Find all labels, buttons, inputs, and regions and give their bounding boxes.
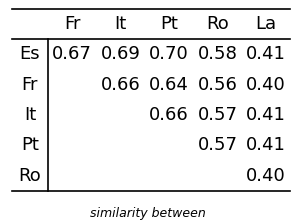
Text: 0.57: 0.57 xyxy=(197,106,237,124)
Text: 0.64: 0.64 xyxy=(149,76,189,94)
Text: Fr: Fr xyxy=(22,76,38,94)
Text: 0.40: 0.40 xyxy=(246,76,286,94)
Text: Ro: Ro xyxy=(206,15,229,33)
Text: 0.69: 0.69 xyxy=(101,45,141,63)
Text: similarity between: similarity between xyxy=(90,207,206,220)
Text: 0.66: 0.66 xyxy=(101,76,141,94)
Text: 0.66: 0.66 xyxy=(149,106,189,124)
Text: 0.41: 0.41 xyxy=(246,136,286,155)
Text: 0.41: 0.41 xyxy=(246,106,286,124)
Text: It: It xyxy=(24,106,36,124)
Text: Pt: Pt xyxy=(160,15,178,33)
Text: Pt: Pt xyxy=(21,136,39,155)
Text: Es: Es xyxy=(20,45,40,63)
Text: Ro: Ro xyxy=(19,167,41,185)
Text: 0.40: 0.40 xyxy=(246,167,286,185)
Text: It: It xyxy=(115,15,127,33)
Text: 0.70: 0.70 xyxy=(149,45,189,63)
Text: Fr: Fr xyxy=(64,15,81,33)
Text: 0.56: 0.56 xyxy=(197,76,237,94)
Text: 0.58: 0.58 xyxy=(197,45,237,63)
Text: 0.41: 0.41 xyxy=(246,45,286,63)
Text: 0.57: 0.57 xyxy=(197,136,237,155)
Text: 0.67: 0.67 xyxy=(52,45,92,63)
Text: La: La xyxy=(255,15,276,33)
